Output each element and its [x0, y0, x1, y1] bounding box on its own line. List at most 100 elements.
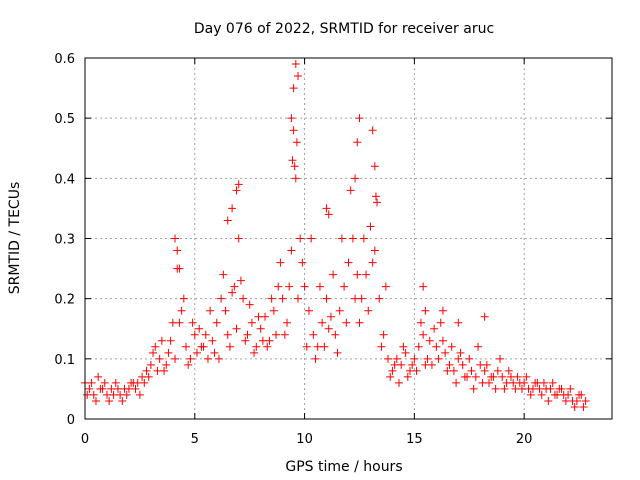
data-point	[293, 72, 302, 81]
data-point	[302, 342, 311, 351]
data-point	[419, 282, 428, 291]
data-point	[539, 378, 548, 387]
data-point	[173, 246, 182, 255]
data-point	[454, 318, 463, 327]
data-point	[575, 390, 584, 399]
data-point	[177, 306, 186, 315]
data-point	[289, 126, 298, 135]
data-point	[364, 306, 373, 315]
data-point	[175, 318, 184, 327]
data-point	[504, 366, 513, 375]
data-point	[430, 324, 439, 333]
data-point	[291, 60, 300, 69]
data-point	[182, 342, 191, 351]
data-point	[359, 234, 368, 243]
data-point	[283, 318, 292, 327]
data-point	[445, 360, 454, 369]
chart-title: Day 076 of 2022, SRMTID for receiver aru…	[194, 21, 494, 37]
data-point	[291, 174, 300, 183]
data-point	[531, 378, 540, 387]
data-point	[296, 234, 305, 243]
grid	[85, 58, 612, 419]
data-point	[179, 294, 188, 303]
data-point	[392, 354, 401, 363]
data-point	[190, 330, 199, 339]
data-point	[434, 354, 443, 363]
data-point	[166, 336, 175, 345]
data-point	[214, 354, 223, 363]
data-point	[546, 384, 555, 393]
data-point	[263, 342, 272, 351]
data-point	[105, 396, 114, 405]
data-point	[309, 330, 318, 339]
data-point	[346, 186, 355, 195]
data-point	[561, 396, 570, 405]
data-point	[287, 114, 296, 123]
data-point	[252, 342, 261, 351]
data-point	[351, 174, 360, 183]
data-point	[203, 354, 212, 363]
data-point	[292, 138, 301, 147]
data-point	[370, 246, 379, 255]
data-point	[410, 354, 419, 363]
data-point	[311, 354, 320, 363]
data-point	[318, 318, 327, 327]
data-point	[388, 366, 397, 375]
data-point	[399, 342, 408, 351]
data-point	[228, 288, 237, 297]
data-point	[153, 366, 162, 375]
data-point	[438, 306, 447, 315]
x-tick-label: 5	[191, 432, 199, 447]
data-point	[570, 402, 579, 411]
data-point	[122, 390, 131, 399]
data-point	[223, 216, 232, 225]
data-point	[269, 306, 278, 315]
data-point	[579, 402, 588, 411]
data-point	[535, 384, 544, 393]
data-point	[329, 270, 338, 279]
x-tick-label: 20	[516, 432, 533, 447]
data-point	[241, 336, 250, 345]
data-point	[162, 360, 171, 369]
x-axis-title: GPS time / hours	[285, 459, 402, 475]
data-point	[206, 306, 215, 315]
data-point	[520, 378, 529, 387]
data-point	[465, 354, 474, 363]
data-point	[197, 342, 206, 351]
data-point	[366, 222, 375, 231]
y-tick-label: 0.5	[54, 112, 75, 127]
y-tick-label: 0	[67, 413, 75, 428]
data-point	[230, 282, 239, 291]
data-point	[443, 366, 452, 375]
data-point	[320, 342, 329, 351]
data-point	[293, 294, 302, 303]
data-point	[300, 282, 309, 291]
data-point	[401, 348, 410, 357]
data-point	[83, 390, 92, 399]
data-point	[140, 378, 149, 387]
x-tick-label: 10	[296, 432, 313, 447]
data-point	[371, 192, 380, 201]
data-point	[85, 384, 94, 393]
data-point	[456, 348, 465, 357]
data-point	[157, 336, 166, 345]
data-point	[333, 348, 342, 357]
data-point	[184, 360, 193, 369]
data-point	[416, 318, 425, 327]
data-point	[109, 390, 118, 399]
y-tick-label: 0.1	[54, 353, 75, 368]
data-point	[280, 330, 289, 339]
data-point	[471, 372, 480, 381]
data-point	[171, 234, 180, 243]
data-point	[362, 270, 371, 279]
data-point	[509, 378, 518, 387]
data-point	[408, 360, 417, 369]
x-tick-label: 0	[81, 432, 89, 447]
data-point	[337, 234, 346, 243]
data-point	[425, 336, 434, 345]
y-tick-label: 0.4	[54, 172, 75, 187]
data-point	[384, 354, 393, 363]
data-point	[432, 342, 441, 351]
data-point	[243, 330, 252, 339]
data-point	[192, 348, 201, 357]
